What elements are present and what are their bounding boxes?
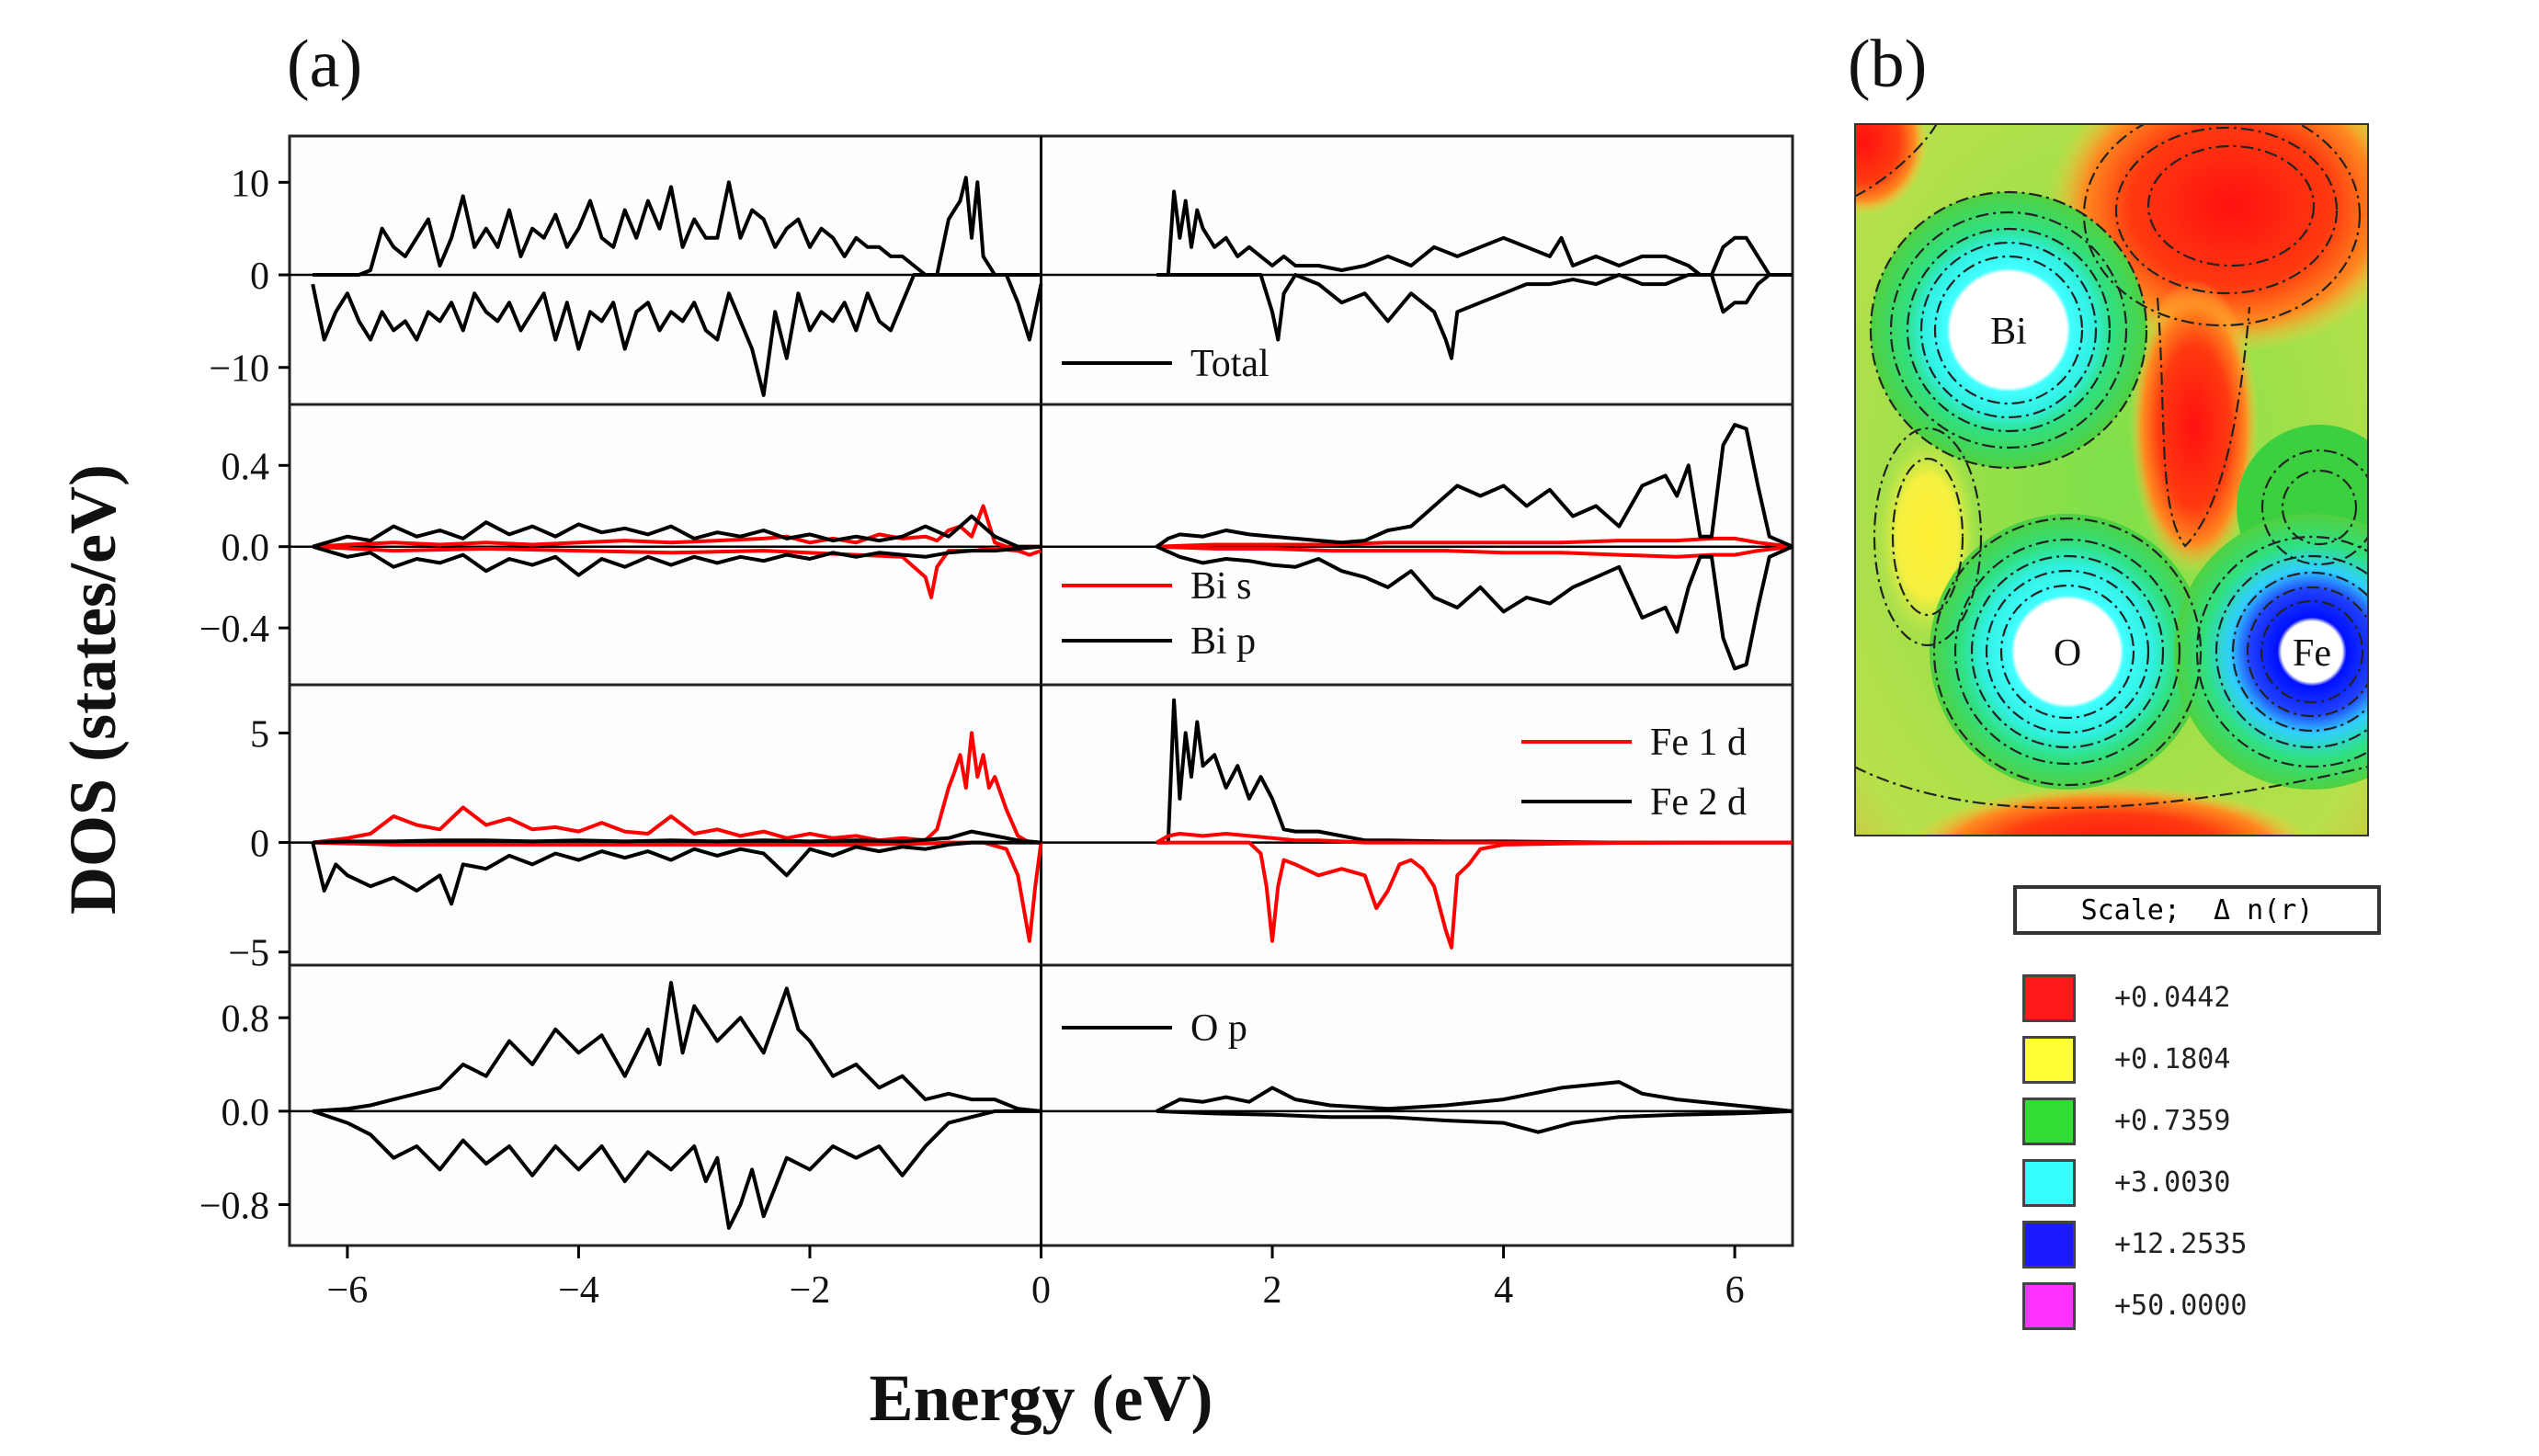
map-border — [1854, 123, 2369, 836]
ytick-label-fe: 5 — [250, 713, 269, 756]
legend-label-fe-1: Fe 2 d — [1650, 781, 1747, 824]
legend-colour-swatch — [2022, 1098, 2076, 1145]
series-line-fe-0 — [312, 731, 1042, 845]
ytick-label-fe: 0 — [250, 824, 269, 866]
panel-label-b: (b) — [1848, 27, 1928, 102]
xtick-label: 0 — [1031, 1269, 1051, 1312]
scale-title: Scale; Δ n(r) — [2013, 885, 2381, 935]
ytick-label-bi: 0.4 — [222, 446, 270, 488]
series-line-fe-2 — [313, 829, 1042, 845]
legend-colour-swatch — [2022, 1282, 2076, 1330]
xtick-label: −6 — [327, 1269, 369, 1312]
map-red-edge-left — [1854, 123, 1928, 215]
legend-value: +0.1804 — [2114, 1043, 2231, 1075]
ytick-label-total: −10 — [209, 348, 269, 391]
legend-label-bi-1: Bi p — [1190, 620, 1256, 663]
scale-title-text: Scale; Δ n(r) — [2080, 893, 2314, 927]
series-line-total-0 — [313, 176, 1042, 277]
series-line-bi-5 — [1156, 544, 1793, 559]
series-line-o-3 — [1156, 1109, 1793, 1134]
atom-label-o: O — [2054, 632, 2081, 675]
y-axis-title: DOS (states/eV) — [56, 464, 130, 915]
ytick-label-fe: −5 — [228, 933, 269, 975]
ytick-label-total: 0 — [250, 256, 269, 298]
legend-value: +50.0000 — [2114, 1290, 2248, 1322]
legend-value: +3.0030 — [2114, 1166, 2231, 1199]
ytick-label-bi: 0.0 — [222, 528, 270, 570]
legend-colour-swatch — [2022, 1159, 2076, 1207]
series-line-bi-0 — [313, 504, 1042, 549]
series-line-bi-3 — [312, 544, 1042, 577]
series-line-o-1 — [312, 1109, 1042, 1230]
ytick-label-o: −0.8 — [199, 1186, 269, 1228]
ytick-label-bi: −0.4 — [199, 609, 269, 651]
series-line-bi-6 — [1156, 423, 1793, 549]
xtick-label: −2 — [790, 1269, 831, 1312]
series-line-total-1 — [311, 273, 1043, 397]
legend-label-o-0: O p — [1190, 1007, 1247, 1050]
atom-label-fe: Fe — [2293, 632, 2331, 675]
ytick-label-total: 10 — [231, 163, 269, 205]
series-line-bi-7 — [1156, 544, 1793, 671]
legend-colour-swatch — [2022, 974, 2076, 1022]
legend-label-bi-0: Bi s — [1190, 565, 1252, 608]
atom-fe-region — [2174, 514, 2369, 790]
x-axis-title: Energy (eV) — [870, 1361, 1213, 1435]
map-channel — [2130, 279, 2259, 574]
xtick-label: 6 — [1725, 1269, 1745, 1312]
panel-label-a: (a) — [287, 27, 363, 102]
series-line-total-3 — [1156, 273, 1793, 360]
legend-colour-swatch — [2022, 1221, 2076, 1268]
atom-label-bi: Bi — [1990, 311, 2027, 353]
series-line-bi-4 — [1156, 536, 1793, 549]
xtick-label: −4 — [558, 1269, 599, 1312]
map-red-edge-bottom — [1913, 785, 2310, 836]
xtick-label: 4 — [1494, 1269, 1513, 1312]
ytick-label-o: 0.8 — [222, 998, 270, 1041]
legend-value: +0.0442 — [2114, 982, 2231, 1014]
legend-value: +12.2535 — [2114, 1228, 2248, 1260]
atom-o-region — [1930, 514, 2205, 790]
series-line-bi-2 — [312, 514, 1042, 549]
contour-lines — [1854, 123, 2369, 810]
legend-label-total-0: Total — [1190, 343, 1270, 385]
legend-colour-swatch — [2022, 1036, 2076, 1084]
charge-density-map: Bi O Fe — [1854, 123, 2369, 836]
series-line-o-2 — [1156, 1080, 1793, 1113]
series-line-o-0 — [313, 981, 1042, 1113]
series-line-fe-3 — [311, 840, 1042, 906]
atom-bi-region — [1871, 192, 2146, 468]
legend-value: +0.7359 — [2114, 1105, 2231, 1137]
series-line-fe-6 — [1156, 840, 1793, 950]
series-line-fe-1 — [313, 840, 1043, 943]
ytick-label-o: 0.0 — [222, 1092, 270, 1134]
legend-label-fe-0: Fe 1 d — [1650, 722, 1747, 764]
xtick-label: 2 — [1263, 1269, 1282, 1312]
